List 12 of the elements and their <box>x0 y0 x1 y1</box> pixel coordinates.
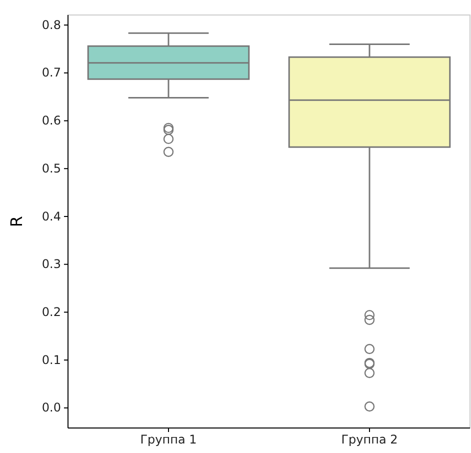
y-tick-label: 0.6 <box>42 114 61 128</box>
y-axis-title: R <box>7 216 26 228</box>
y-tick-label: 0.7 <box>42 66 61 80</box>
y-tick-label: 0.1 <box>42 352 61 367</box>
y-tick-label: 0.2 <box>42 305 61 320</box>
y-tick-label: 0.4 <box>42 209 61 224</box>
x-tick-label: Группа 1 <box>140 432 197 447</box>
y-tick-label: 0.8 <box>42 18 61 32</box>
y-tick-label: 0.0 <box>42 400 61 415</box>
y-tick-label: 0.3 <box>42 257 61 272</box>
y-tick-label: 0.5 <box>42 161 61 176</box>
x-tick-label: Группа 2 <box>341 432 398 447</box>
